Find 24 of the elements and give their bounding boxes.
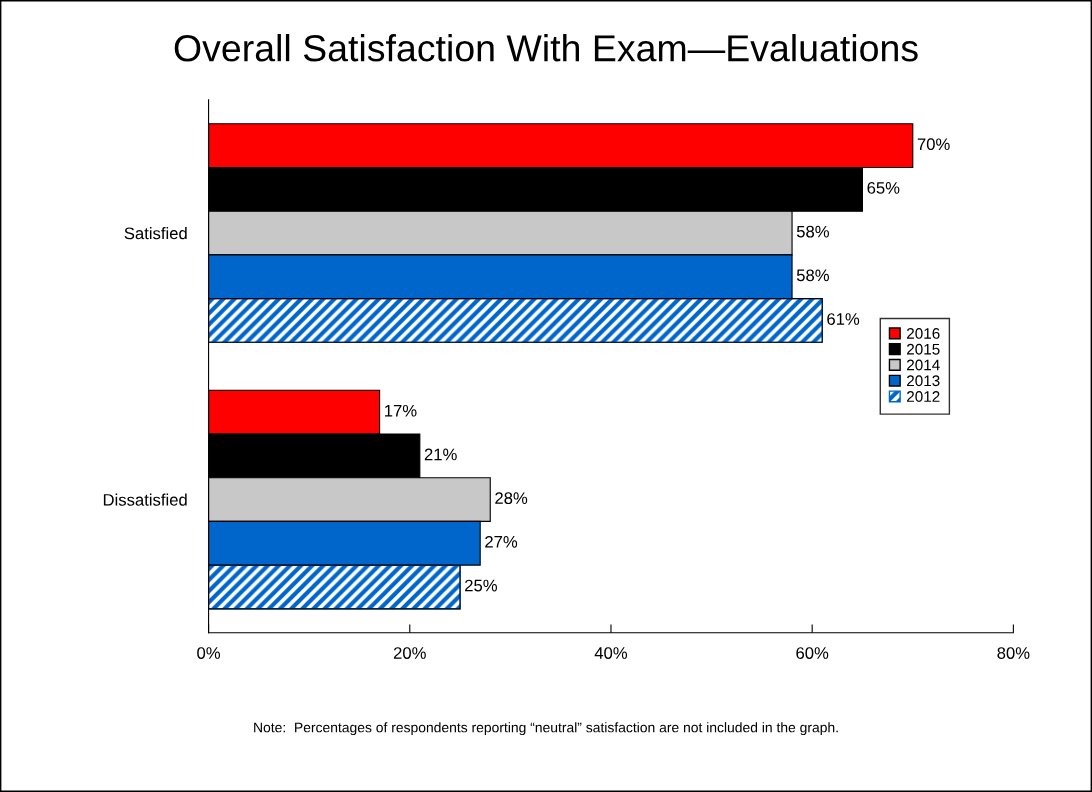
x-tick-label: 0% (197, 647, 221, 659)
data-label: 58% (796, 269, 829, 282)
data-label: 27% (485, 535, 518, 548)
x-tick-label: 20% (393, 647, 426, 659)
y-tick-label: Satisfied (124, 227, 187, 240)
legend-label: 2015 (907, 343, 940, 355)
x-tick-label: 60% (796, 647, 829, 659)
data-label: 25% (465, 579, 497, 592)
data-label: 70% (917, 138, 950, 151)
legend-label: 2013 (907, 375, 940, 387)
y-tick-label: Dissatisfied (103, 493, 187, 506)
chart-title: Overall Satisfaction With Exam—Evaluations (174, 34, 918, 62)
legend-label: 2012 (907, 391, 940, 402)
legend-label: 2014 (907, 359, 940, 371)
data-label: 61% (827, 313, 860, 325)
text: Note: Percentages of respondents reporting “neutral” satisfaction are not included in the graph. (254, 722, 838, 736)
legend-label: 2016 (907, 328, 940, 339)
data-label: 21% (424, 448, 457, 461)
data-label: 17% (385, 404, 417, 417)
data-label: 28% (495, 492, 528, 505)
x-tick-label: 80% (997, 647, 1030, 659)
data-label: 65% (867, 182, 900, 194)
data-label: 58% (796, 225, 829, 238)
x-tick-label: 40% (594, 647, 628, 659)
